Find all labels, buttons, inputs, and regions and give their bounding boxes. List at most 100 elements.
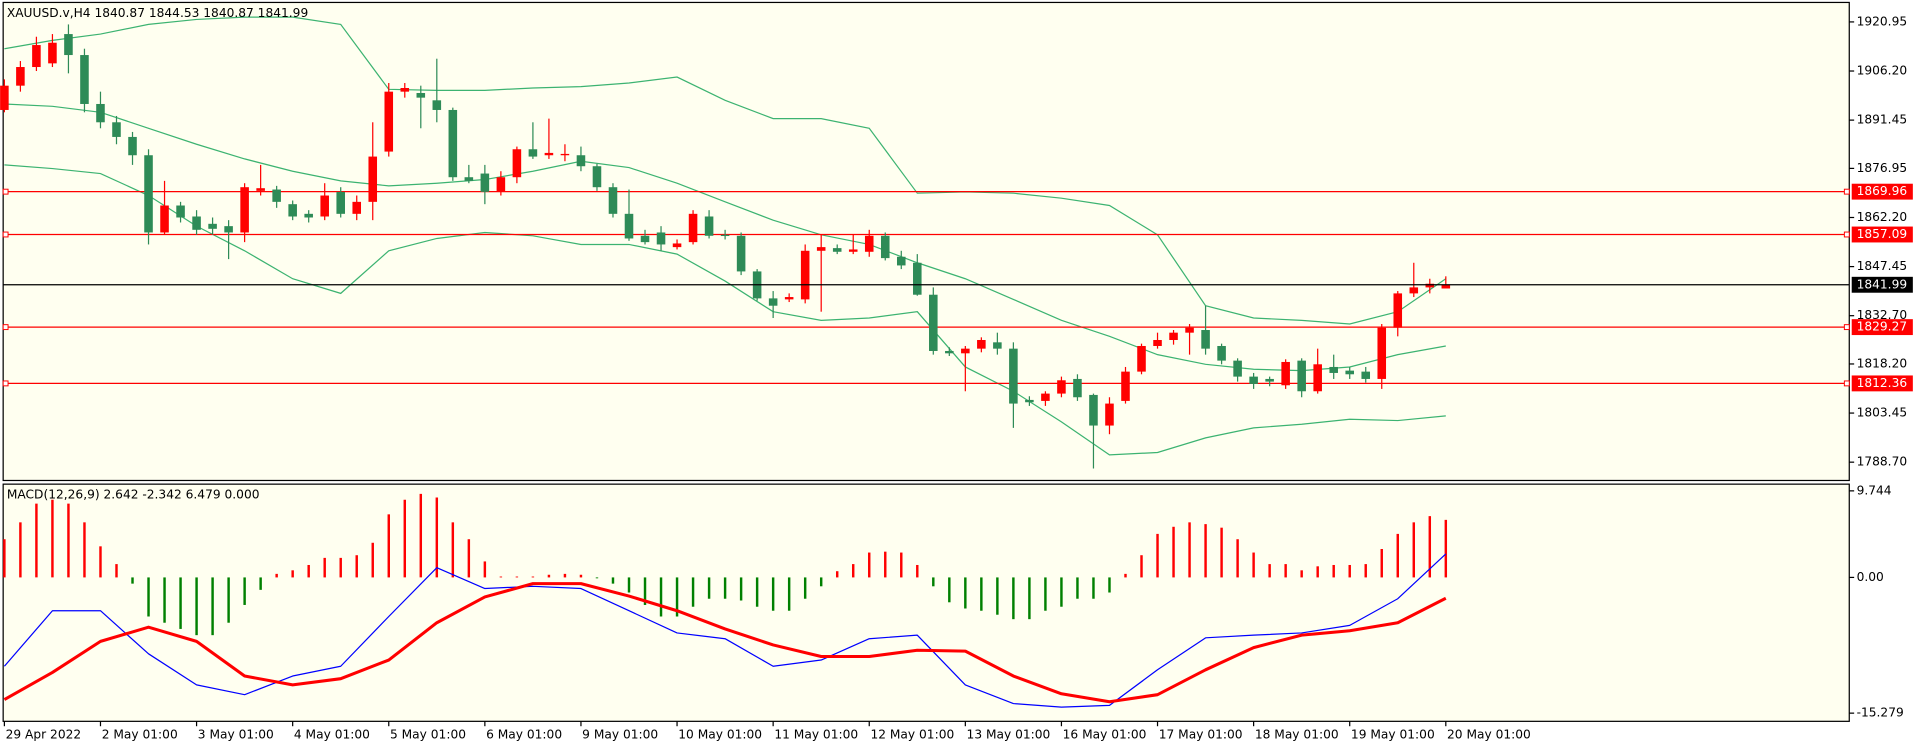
level-handle bbox=[2, 324, 9, 331]
candle-body bbox=[32, 45, 41, 68]
level-label: 1869.96 bbox=[1857, 184, 1908, 198]
candle-body bbox=[80, 55, 89, 104]
macd-panel bbox=[2, 483, 1850, 722]
level-label-box bbox=[1851, 375, 1913, 392]
price-panel bbox=[2, 1, 1850, 482]
x-tick-label: 2 May 01:00 bbox=[102, 727, 178, 741]
candle-body bbox=[929, 294, 938, 351]
candle-body bbox=[272, 189, 281, 202]
y-tick-label: 1788.70 bbox=[1857, 455, 1908, 469]
candle-body bbox=[961, 348, 970, 354]
level-handle bbox=[1843, 324, 1850, 331]
candle-body bbox=[0, 85, 9, 110]
candle-body bbox=[864, 235, 874, 252]
candle-body bbox=[480, 173, 490, 192]
band-line bbox=[4, 164, 1446, 456]
candle-body bbox=[672, 243, 682, 248]
candle-body bbox=[1265, 378, 1274, 382]
level-label: 1829.27 bbox=[1857, 320, 1908, 334]
candle-body bbox=[1249, 376, 1258, 384]
bid-label-box bbox=[1851, 276, 1913, 293]
candle-body bbox=[608, 187, 618, 214]
x-tick-label: 13 May 01:00 bbox=[967, 727, 1051, 741]
candle-body bbox=[384, 91, 394, 152]
x-tick-label: 11 May 01:00 bbox=[774, 727, 858, 741]
y-tick-label: 1920.95 bbox=[1857, 14, 1908, 28]
y-tick-label: 1847.45 bbox=[1857, 259, 1908, 273]
candle-body bbox=[1281, 361, 1290, 386]
candle-body bbox=[400, 87, 410, 92]
candle-body bbox=[464, 177, 474, 181]
candle-body bbox=[448, 109, 458, 178]
candle-body bbox=[1057, 380, 1066, 394]
candle-body bbox=[368, 156, 378, 202]
candle-body bbox=[144, 155, 153, 233]
y-tick-label: 0.00 bbox=[1857, 570, 1884, 584]
candle-body bbox=[512, 149, 522, 178]
y-tick-label: 1891.45 bbox=[1857, 113, 1908, 127]
candle-body bbox=[720, 234, 730, 237]
bid-label: 1841.99 bbox=[1857, 277, 1908, 291]
candle-body bbox=[1201, 330, 1210, 349]
candle-body bbox=[416, 92, 426, 98]
candle-body bbox=[832, 248, 842, 252]
candle-body bbox=[1121, 371, 1130, 401]
candle-body bbox=[784, 297, 794, 300]
x-tick-label: 5 May 01:00 bbox=[390, 727, 466, 741]
candle-body bbox=[1009, 348, 1018, 404]
candle-body bbox=[1425, 283, 1435, 288]
level-handle bbox=[1843, 231, 1850, 238]
candle-body bbox=[304, 213, 313, 218]
candle-body bbox=[1409, 287, 1419, 294]
candle-body bbox=[945, 350, 954, 354]
candle-body bbox=[160, 205, 169, 233]
candle-body bbox=[848, 249, 858, 252]
candle-body bbox=[1345, 370, 1354, 375]
level-label-box bbox=[1851, 319, 1913, 336]
x-tick-label: 10 May 01:00 bbox=[678, 727, 762, 741]
candle-body bbox=[592, 166, 602, 188]
candle-body bbox=[192, 216, 201, 230]
x-tick-label: 9 May 01:00 bbox=[582, 727, 658, 741]
macd-title: MACD(12,26,9) 2.642 -2.342 6.479 0.000 bbox=[7, 488, 260, 502]
x-tick-label: 6 May 01:00 bbox=[486, 727, 562, 741]
candle-body bbox=[560, 153, 570, 156]
candle-body bbox=[1089, 394, 1098, 426]
level-label-box bbox=[1851, 226, 1913, 243]
macd-line bbox=[3, 553, 1447, 708]
candle-body bbox=[544, 152, 554, 156]
candle-body bbox=[1041, 393, 1050, 401]
candle-body bbox=[256, 188, 265, 191]
candle-body bbox=[993, 342, 1002, 349]
x-tick-label: 4 May 01:00 bbox=[294, 727, 370, 741]
candle-body bbox=[688, 213, 698, 243]
candle-body bbox=[816, 247, 826, 251]
candle-body bbox=[432, 100, 442, 110]
candle-body bbox=[240, 187, 249, 233]
y-tick-label: 1803.45 bbox=[1857, 406, 1908, 420]
candle-body bbox=[64, 34, 73, 56]
candle-body bbox=[977, 339, 986, 349]
chart-title: XAUUSD.v,H4 1840.87 1844.53 1840.87 1841… bbox=[7, 6, 308, 20]
plot-layer: 1920.95 1906.20 1891.45 1876.95 1862.20 1847.… bbox=[0, 14, 1913, 741]
candle-body bbox=[48, 42, 57, 64]
candle-body bbox=[1025, 399, 1034, 403]
y-tick-label: 1876.95 bbox=[1857, 161, 1908, 175]
x-tick-label: 3 May 01:00 bbox=[198, 727, 274, 741]
candle-body bbox=[896, 256, 906, 266]
candle-body bbox=[880, 235, 890, 259]
candle-body bbox=[1105, 403, 1114, 426]
y-tick-label: 1832.70 bbox=[1857, 308, 1908, 322]
level-label: 1857.09 bbox=[1857, 227, 1908, 241]
candle-body bbox=[704, 216, 714, 236]
y-tick-label: -15.279 bbox=[1857, 706, 1904, 720]
level-handle bbox=[1843, 188, 1850, 195]
candle-body bbox=[640, 235, 650, 243]
candle-body bbox=[128, 136, 137, 156]
candle-body bbox=[913, 262, 922, 295]
candle-body bbox=[1441, 284, 1451, 289]
candle-body bbox=[1217, 345, 1226, 361]
candle-body bbox=[1393, 293, 1403, 328]
level-handle bbox=[2, 188, 9, 195]
